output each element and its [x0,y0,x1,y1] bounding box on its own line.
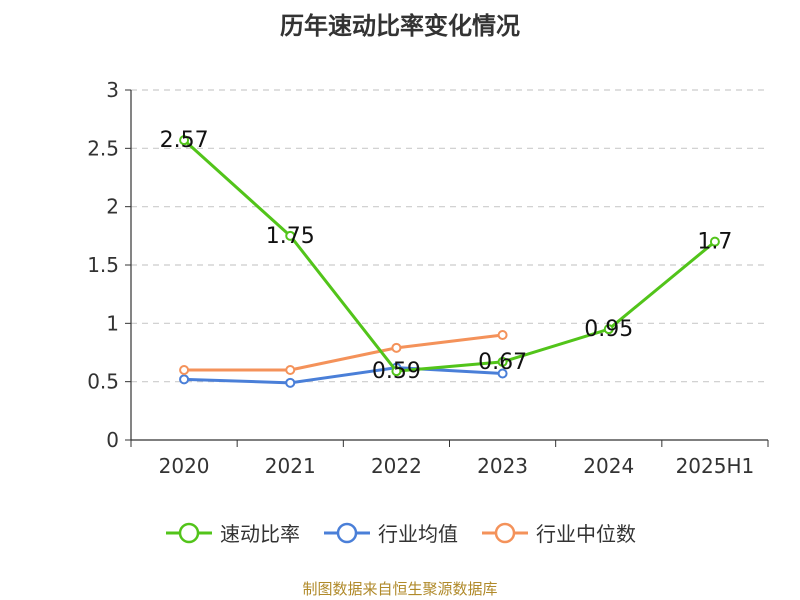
x-tick-label: 2022 [371,454,422,478]
y-tick-label: 3 [106,78,119,102]
data-point [391,366,402,377]
y-tick-label: 1 [106,311,119,335]
x-tick-label: 2023 [477,454,528,478]
chart-title: 历年速动比率变化情况 [280,12,520,40]
series-line-1 [184,366,503,385]
legend-swatch-icon [324,522,370,543]
legend: 速动比率 行业均值 行业中位数 [0,518,800,547]
x-tick-label: 2020 [159,454,210,478]
data-label: 1.7 [697,230,732,255]
data-label: 0.67 [478,350,527,375]
data-point [285,365,296,375]
y-tick-label: 2 [106,195,119,219]
y-tick-label: 2.5 [87,136,119,160]
data-point [391,342,402,353]
legend-item[interactable]: 行业中位数 [480,518,636,547]
legend-swatch-icon [482,522,528,543]
data-point [179,365,190,375]
grid-lines [131,89,768,383]
data-point [179,135,190,146]
data-label: 0.95 [584,317,633,342]
data-point [709,236,720,247]
data-label: 1.75 [266,224,315,249]
legend-swatch-icon [166,522,212,543]
x-tick-label: 2021 [265,454,316,478]
series-lines [179,135,720,388]
legend-label: 行业均值 [378,522,458,546]
axes: 0 0.5 1 1.5 2 2.5 3 2020 2021 2022 2023 2024 2025H1 [87,78,769,478]
y-tick-label: 1.5 [87,253,119,277]
series-line-2 [184,333,503,372]
data-labels: 2.57 1.75 0.59 0.67 0.95 1.7 [160,128,733,384]
legend-label: 速动比率 [220,522,300,546]
data-point [497,356,508,367]
data-point [285,230,296,241]
x-tick-label: 2025H1 [676,454,755,478]
y-tick-label: 0 [106,428,119,452]
legend-item[interactable]: 速动比率 [164,518,300,547]
data-label: 0.59 [372,359,421,384]
x-tick-label: 2024 [583,454,634,478]
legend-label: 行业中位数 [536,522,636,546]
data-point [285,377,296,388]
data-point [497,330,508,340]
source-footer: 制图数据来自恒生聚源数据库 [302,580,498,598]
data-point [497,368,508,379]
data-point [179,374,190,385]
series-line-0 [183,139,716,373]
data-label: 2.57 [160,128,209,153]
legend-item[interactable]: 行业均值 [322,518,458,547]
data-point [603,324,614,335]
y-tick-label: 0.5 [87,370,119,394]
